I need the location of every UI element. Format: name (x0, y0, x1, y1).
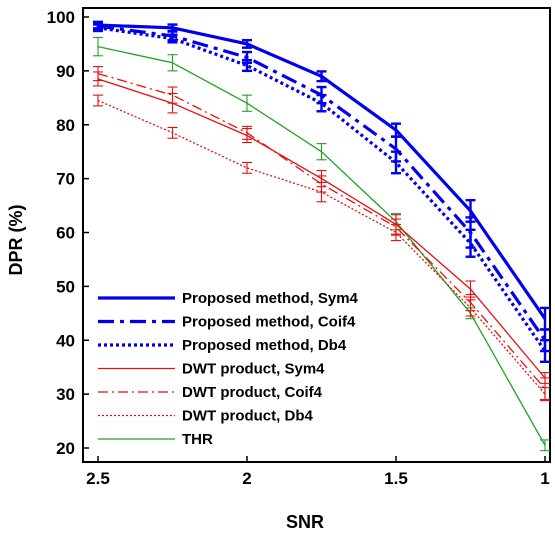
x-tick-label: 2.5 (86, 469, 110, 488)
x-tick-label: 1 (540, 469, 549, 488)
error-bar (391, 135, 401, 163)
series-0 (93, 20, 550, 331)
legend-label: Proposed method, Coif4 (182, 314, 356, 331)
legend-label: DWT product, Db4 (182, 408, 313, 425)
legend: Proposed method, Sym4 Proposed method, Co… (98, 290, 359, 448)
error-bar (465, 280, 476, 298)
plot-area (82, 7, 551, 463)
error-bar (242, 94, 252, 112)
x-axis-ticks: 2.5 2 1.5 1 (86, 456, 550, 488)
error-bar (93, 94, 103, 107)
legend-item-0: Proposed method, Sym4 (98, 290, 359, 307)
series-3 (93, 71, 550, 384)
legend-item-5: DWT product, Db4 (98, 408, 313, 425)
error-bar (167, 54, 178, 72)
legend-label: Proposed method, Db4 (182, 337, 347, 354)
error-bar (242, 50, 252, 64)
series-line (97, 78, 546, 379)
y-tick-label: 70 (56, 170, 75, 189)
error-bar (242, 161, 252, 174)
y-axis-label: DPR (%) (6, 204, 26, 275)
x-tick-label: 2 (242, 469, 251, 488)
error-bar (93, 20, 103, 30)
y-tick-label: 50 (56, 277, 75, 296)
legend-label: DWT product, Coif4 (182, 384, 323, 401)
legend-item-1: Proposed method, Coif4 (98, 314, 356, 331)
legend-label: DWT product, Sym4 (182, 361, 325, 378)
error-bar (167, 126, 178, 139)
error-bar (316, 169, 327, 188)
series-layer (93, 20, 550, 452)
x-tick-label: 1.5 (384, 469, 408, 488)
error-bar (93, 36, 103, 57)
error-bar (540, 439, 550, 452)
legend-label: Proposed method, Sym4 (182, 290, 359, 307)
y-tick-label: 20 (56, 439, 75, 458)
y-tick-label: 30 (56, 385, 75, 404)
plot-frame (82, 7, 551, 463)
y-tick-label: 90 (56, 62, 75, 81)
legend-item-2: Proposed method, Db4 (98, 337, 347, 354)
legend-item-3: DWT product, Sym4 (98, 361, 325, 378)
y-tick-label: 40 (56, 331, 75, 350)
error-bar (316, 70, 327, 83)
error-bar (391, 122, 401, 138)
legend-item-6: THR (98, 431, 213, 448)
error-bar (540, 372, 550, 384)
error-bar (93, 71, 103, 87)
error-bar (316, 143, 327, 161)
error-bar (167, 23, 178, 33)
error-bar (167, 92, 178, 114)
legend-label: THR (182, 431, 213, 448)
y-tick-label: 100 (47, 8, 75, 27)
error-bar (465, 198, 476, 223)
error-bar (242, 38, 252, 49)
error-bar (316, 85, 327, 105)
x-axis-label: SNR (286, 512, 324, 532)
error-bar (391, 214, 401, 235)
y-axis-ticks: 20 30 40 50 60 70 80 90 100 (47, 8, 89, 458)
error-bar (540, 306, 550, 331)
y-tick-label: 80 (56, 116, 75, 135)
error-bar (242, 127, 252, 144)
y-tick-label: 60 (56, 224, 75, 243)
legend-item-4: DWT product, Coif4 (98, 384, 323, 401)
